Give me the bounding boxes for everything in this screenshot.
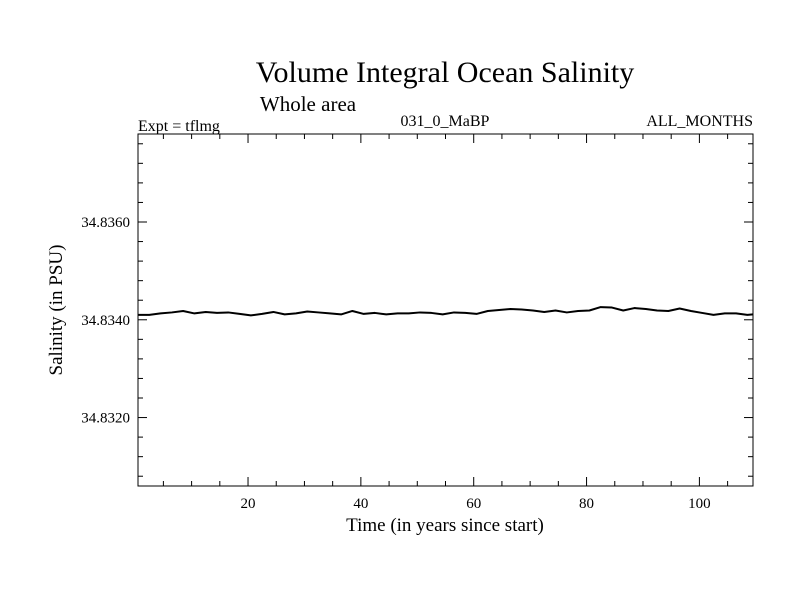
y-tick-label: 34.8320: [81, 411, 130, 427]
x-tick-label: 20: [241, 496, 256, 512]
series-line-salinity: [138, 306, 754, 317]
y-tick-label: 34.8360: [81, 215, 130, 231]
run-label: 031_0_MaBP: [401, 113, 490, 130]
period-label: ALL_MONTHS: [646, 113, 753, 130]
chart-title: Volume Integral Ocean Salinity: [256, 56, 635, 89]
x-axis-label: Time (in years since start): [346, 515, 544, 536]
x-tick-label: 60: [466, 496, 481, 512]
x-tick-label: 80: [579, 496, 594, 512]
series-group: [138, 306, 754, 317]
y-tick-label: 34.8340: [81, 313, 130, 329]
y-axis-label: Salinity (in PSU): [46, 245, 67, 376]
experiment-label: Expt = tflmg: [138, 118, 220, 135]
x-tick-label: 100: [688, 496, 711, 512]
x-tick-label: 40: [353, 496, 368, 512]
chart-subtitle: Whole area: [260, 92, 357, 116]
x-axis-ticks: 20 40 60 80 100: [162, 134, 729, 512]
y-axis-ticks: 34.8320 34.8340 34.8360: [81, 143, 753, 477]
